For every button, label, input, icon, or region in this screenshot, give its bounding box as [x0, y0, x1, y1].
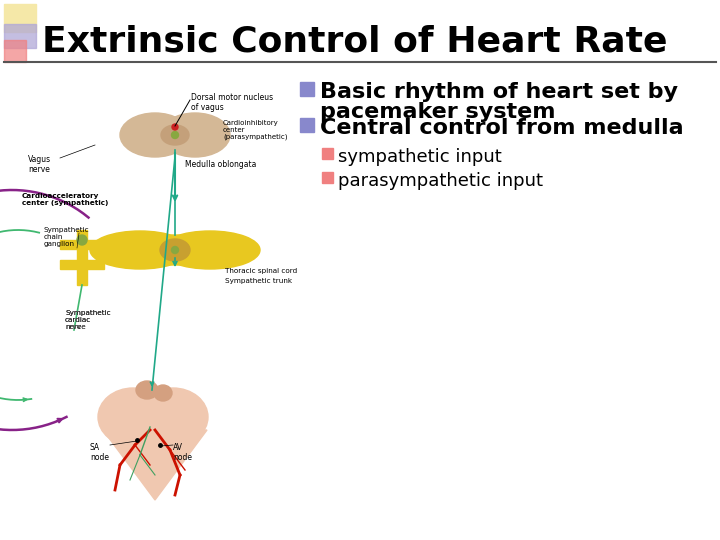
- Text: Medulla oblongata: Medulla oblongata: [185, 160, 256, 169]
- Bar: [4, 24, 36, 48]
- Text: Sympathetic trunk: Sympathetic trunk: [225, 278, 292, 284]
- Polygon shape: [103, 430, 207, 500]
- Ellipse shape: [160, 113, 230, 157]
- Text: Sympathetic
cardiac
nerve: Sympathetic cardiac nerve: [65, 310, 111, 330]
- Bar: [300, 82, 314, 96]
- Ellipse shape: [138, 388, 208, 446]
- Ellipse shape: [98, 388, 168, 446]
- Bar: [60, 260, 104, 269]
- Text: parasympathetic input: parasympathetic input: [338, 172, 543, 190]
- Ellipse shape: [155, 120, 195, 150]
- Ellipse shape: [172, 124, 178, 130]
- Ellipse shape: [120, 113, 190, 157]
- Text: Vagus
nerve: Vagus nerve: [28, 155, 51, 174]
- Bar: [4, 4, 36, 32]
- Text: Basic rhythm of heart set by: Basic rhythm of heart set by: [320, 82, 678, 102]
- Bar: [77, 230, 87, 285]
- Text: Sympathetic
chain
ganglion: Sympathetic chain ganglion: [44, 227, 89, 247]
- Ellipse shape: [77, 235, 87, 245]
- Ellipse shape: [171, 246, 179, 253]
- Ellipse shape: [90, 231, 190, 269]
- Text: pacemaker system: pacemaker system: [320, 102, 556, 122]
- Text: Sympathetic
cardiac
nerve: Sympathetic cardiac nerve: [65, 310, 111, 330]
- Text: Cardioinhibitory
center
(parasympathetic): Cardioinhibitory center (parasympathetic…: [223, 120, 287, 140]
- Ellipse shape: [136, 381, 158, 399]
- Text: Extrinsic Control of Heart Rate: Extrinsic Control of Heart Rate: [42, 25, 667, 59]
- Bar: [300, 118, 314, 132]
- Ellipse shape: [171, 132, 179, 138]
- Text: Cardioacceleratory
center (sympathetic): Cardioacceleratory center (sympathetic): [22, 193, 109, 206]
- Text: Sympathetic
cardiac
nrve: Sympathetic cardiac nrve: [65, 310, 111, 330]
- Text: Central control from medulla: Central control from medulla: [320, 118, 683, 138]
- Text: SA
node: SA node: [90, 443, 109, 462]
- Text: AV
node: AV node: [173, 443, 192, 462]
- Text: Thoracic spinal cord: Thoracic spinal cord: [225, 268, 297, 274]
- Ellipse shape: [154, 385, 172, 401]
- Text: Dorsal motor nucleus
of vagus: Dorsal motor nucleus of vagus: [191, 93, 273, 112]
- Bar: [322, 172, 333, 183]
- Ellipse shape: [161, 125, 189, 145]
- Bar: [60, 240, 104, 249]
- Ellipse shape: [160, 239, 190, 261]
- Bar: [322, 148, 333, 159]
- Ellipse shape: [150, 235, 200, 265]
- Text: sympathetic input: sympathetic input: [338, 148, 502, 166]
- Ellipse shape: [160, 231, 260, 269]
- Bar: [4, 40, 26, 62]
